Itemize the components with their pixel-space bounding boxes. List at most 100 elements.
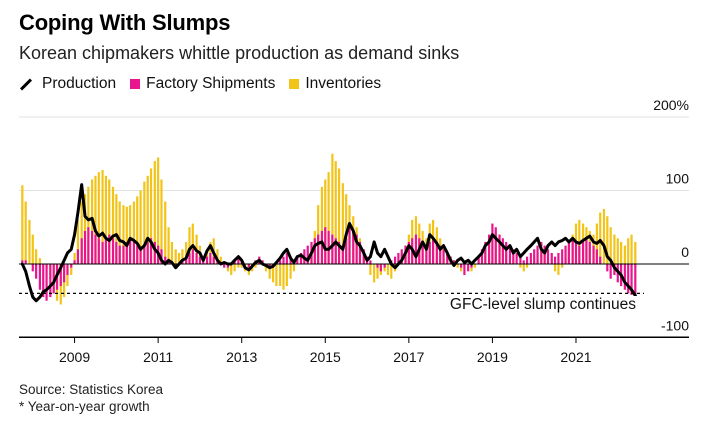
inventories-bar-26 — [111, 186, 115, 264]
legend-label-shipments: Factory Shipments — [146, 75, 276, 92]
shipments-bar-4 — [35, 264, 38, 279]
shipments-bar-134 — [487, 234, 491, 264]
shipments-bar-30 — [125, 241, 128, 264]
shipments-bar-5 — [38, 264, 41, 290]
shipments-bar-84 — [313, 238, 316, 264]
inventories-bar-46 — [181, 249, 184, 264]
inventories-bar-31 — [129, 205, 132, 264]
inventories-bar-56 — [216, 249, 219, 264]
shipments-bar-100 — [369, 260, 372, 264]
y-tick-label-100: 100 — [666, 171, 690, 187]
shipments-bar-143 — [519, 256, 522, 264]
inventories-bar-71 — [268, 264, 271, 279]
inventories-bar-154 — [557, 264, 560, 276]
inventories-bar-101 — [373, 264, 376, 283]
shipments-bar-103 — [379, 264, 382, 272]
shipments-bar-75 — [282, 256, 285, 264]
shipments-bar-147 — [533, 249, 536, 264]
inventories-bar-37 — [149, 168, 153, 264]
inventories-bar-29 — [122, 205, 125, 264]
shipments-bar-85 — [317, 234, 320, 264]
shipments-bar-119 — [435, 241, 438, 264]
shipments-bar-80 — [299, 252, 303, 264]
shipments-bar-33 — [136, 245, 139, 265]
inventories-bar-43 — [170, 241, 174, 264]
inventories-bar-176 — [634, 241, 637, 264]
shipments-bar-160 — [578, 245, 581, 265]
inventories-bar-2 — [28, 219, 31, 264]
legend-label-production: Production — [42, 75, 117, 92]
inventories-bar-23 — [101, 169, 104, 264]
shipments-bar-140 — [508, 245, 512, 265]
shipments-bar-129 — [470, 264, 473, 268]
shipments-bar-7 — [45, 264, 48, 301]
y-tick-label-200: 200% — [653, 97, 689, 113]
shipments-bar-152 — [550, 252, 553, 264]
shipments-bar-94 — [348, 227, 351, 264]
shipments-bar-164 — [592, 245, 595, 265]
inventories-bar-77 — [289, 264, 292, 279]
inventories-bar-143 — [519, 264, 522, 268]
shipments-bar-165 — [595, 249, 598, 264]
inventories-bar-3 — [31, 234, 34, 264]
inventories-bar-168 — [606, 216, 609, 264]
inventories-bar-92 — [341, 183, 344, 264]
inventories-bar-175 — [630, 234, 633, 264]
shipments-bar-163 — [588, 241, 591, 264]
inventories-bar-91 — [337, 168, 341, 264]
inventories-bar-19 — [87, 186, 90, 264]
x-tick-label-2011: 2011 — [143, 349, 173, 365]
shipments-bar-149 — [540, 241, 543, 264]
shipments-bar-54 — [209, 252, 212, 264]
inventories-bar-34 — [139, 190, 142, 264]
inventories-bar-13 — [66, 264, 69, 287]
shipments-bar-97 — [358, 241, 362, 264]
inventories-bar-93 — [345, 194, 348, 264]
legend-item-production: Production — [19, 75, 116, 93]
shipments-bar-109 — [400, 249, 403, 264]
inventories-bar-72 — [271, 264, 275, 283]
inventories-bar-75 — [282, 264, 285, 290]
shipments-bar-19 — [87, 227, 90, 264]
y-tick-label-0: 0 — [681, 244, 689, 260]
shipments-bar-59 — [226, 264, 230, 268]
inventories-bar-42 — [167, 227, 170, 264]
shipments-bar-144 — [522, 260, 525, 264]
shipments-bar-132 — [480, 249, 484, 264]
shipments-bar-35 — [143, 245, 146, 265]
shipments-bar-131 — [477, 256, 480, 264]
x-tick-label-2015: 2015 — [310, 349, 341, 365]
inventories-bar-44 — [174, 249, 177, 264]
shipments-bar-141 — [512, 249, 515, 264]
shipments-bar-13 — [66, 264, 69, 276]
shipments-bar-27 — [115, 241, 118, 264]
legend-swatch-inventories — [289, 79, 300, 89]
inventories-bar-27 — [115, 194, 118, 264]
shipments-bar-15 — [73, 260, 76, 264]
shipments-bar-173 — [623, 264, 626, 290]
inventories-bar-167 — [602, 208, 606, 265]
inventories-bar-70 — [264, 264, 268, 272]
inventories-bar-0 — [21, 185, 24, 264]
x-tick-label-2013: 2013 — [226, 349, 257, 365]
inventories-bar-73 — [275, 264, 278, 287]
inventories-bar-173 — [623, 245, 626, 265]
inventories-bar-169 — [609, 227, 612, 264]
shipments-bar-51 — [198, 256, 202, 264]
shipments-bar-65 — [247, 264, 250, 268]
inventories-bar-172 — [620, 241, 623, 264]
shipments-bar-133 — [484, 241, 487, 264]
shipments-bar-161 — [581, 241, 585, 264]
shipments-bar-62 — [237, 256, 240, 264]
chart-subtitle: Korean chipmakers whittle production as … — [19, 43, 460, 63]
inventories-bar-78 — [292, 264, 296, 272]
shipments-bar-111 — [407, 241, 410, 264]
inventories-bar-4 — [35, 249, 38, 264]
shipments-bar-32 — [132, 241, 136, 264]
inventories-bar-166 — [599, 212, 602, 264]
shipments-bar-89 — [331, 234, 334, 264]
shipments-bar-150 — [543, 245, 546, 265]
inventories-bar-144 — [522, 264, 525, 272]
shipments-bar-8 — [49, 264, 52, 298]
